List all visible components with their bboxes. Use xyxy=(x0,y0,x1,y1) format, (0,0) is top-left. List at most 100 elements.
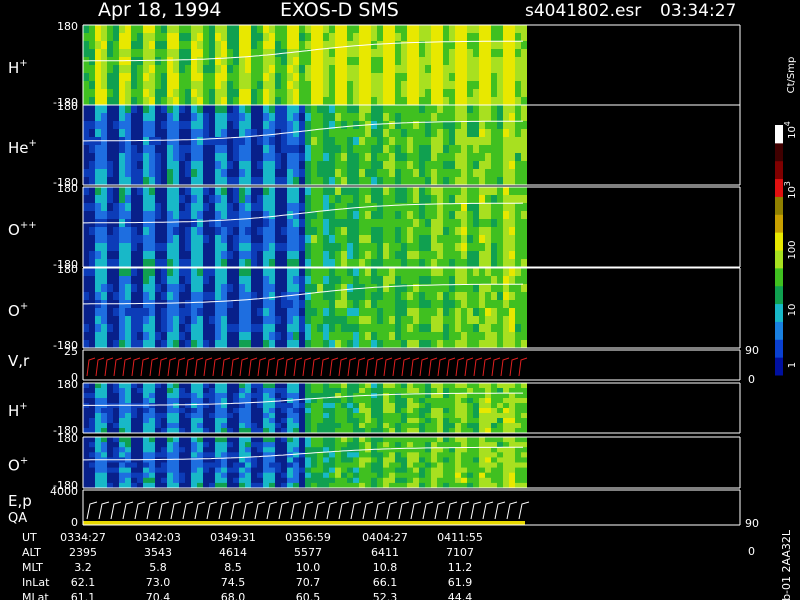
spectrogram-cell xyxy=(383,324,389,333)
spectrogram-cell xyxy=(263,398,269,404)
spectrogram-cell xyxy=(113,383,119,389)
spectrogram-cell xyxy=(119,452,125,458)
spectrogram-cell xyxy=(359,145,365,154)
spectrogram-cell xyxy=(149,219,155,228)
spectrogram-cell xyxy=(269,408,275,414)
spectrogram-cell xyxy=(407,482,413,489)
spectrogram-cell xyxy=(521,49,527,58)
spectrogram-cell xyxy=(383,65,389,74)
spectrogram-cell xyxy=(107,452,113,458)
spectrogram-cell xyxy=(275,211,281,220)
spectrogram-cell xyxy=(341,388,347,394)
spectrogram-cell xyxy=(185,235,191,244)
spectrogram-cell xyxy=(227,332,233,341)
spectrogram-cell xyxy=(329,41,335,50)
spectrogram-cell xyxy=(515,316,521,325)
spectrogram-cell xyxy=(425,161,431,170)
spectrogram-cell xyxy=(263,462,269,469)
spectrogram-cell xyxy=(167,308,173,317)
spectrogram-cell xyxy=(263,25,269,34)
spectrogram-cell xyxy=(449,398,455,404)
spectrogram-cell xyxy=(167,195,173,204)
spectrogram-cell xyxy=(299,235,305,244)
spectrogram-cell xyxy=(497,137,503,146)
spectrogram-cell xyxy=(131,25,137,34)
spectrogram-cell xyxy=(185,49,191,58)
spectrogram-cell xyxy=(425,457,431,463)
spectrogram-cell xyxy=(443,418,449,424)
spectrogram-cell xyxy=(113,316,119,325)
spectrogram-cell xyxy=(101,73,107,82)
spectrogram-cell xyxy=(353,268,359,277)
spectrogram-cell xyxy=(431,121,437,130)
spectrogram-cell xyxy=(239,383,245,389)
spectrogram-cell xyxy=(299,398,305,404)
spectrogram-cell xyxy=(239,452,245,458)
spectrogram-cell xyxy=(215,437,221,443)
spectrogram-cell xyxy=(455,472,461,479)
spectrogram-cell xyxy=(167,211,173,220)
spectrogram-cell xyxy=(311,428,317,434)
spectrogram-cell xyxy=(113,284,119,293)
spectrogram-cell xyxy=(515,324,521,333)
spectrogram-cell xyxy=(263,276,269,285)
spectrogram-cell xyxy=(161,137,167,146)
spectrogram-cell xyxy=(263,203,269,212)
spectrogram-cell xyxy=(401,332,407,341)
spectrogram-cell xyxy=(191,428,197,434)
ephemeris-value: 68.0 xyxy=(221,591,246,600)
spectrogram-cell xyxy=(509,121,515,130)
spectrogram-cell xyxy=(233,235,239,244)
spectrogram-cell xyxy=(419,89,425,98)
spectrogram-cell xyxy=(161,383,167,389)
spectrogram-cell xyxy=(95,161,101,170)
spectrogram-cell xyxy=(137,276,143,285)
spectrogram-cell xyxy=(317,442,323,448)
spectrogram-cell xyxy=(119,324,125,333)
spectrogram-cell xyxy=(401,403,407,409)
spectrogram-cell xyxy=(503,398,509,404)
spectrogram-cell xyxy=(119,437,125,443)
spectrogram-cell xyxy=(359,308,365,317)
spectrogram-cell xyxy=(299,25,305,34)
spectrogram-cell xyxy=(383,292,389,301)
spectrogram-cell xyxy=(323,169,329,178)
spectrogram-cell xyxy=(443,187,449,196)
spectrogram-cell xyxy=(209,41,215,50)
spectrogram-cell xyxy=(413,482,419,489)
spectrogram-cell xyxy=(161,477,167,484)
spectrogram-cell xyxy=(359,472,365,479)
spectrogram-cell xyxy=(377,324,383,333)
spectrogram-cell xyxy=(125,413,131,419)
spectrogram-cell xyxy=(209,81,215,90)
spectrogram-cell xyxy=(251,457,257,463)
spectrogram-cell xyxy=(95,423,101,429)
spectrogram-cell xyxy=(509,292,515,301)
spectrogram-cell xyxy=(203,462,209,469)
spectrogram-cell xyxy=(287,452,293,458)
spectrogram-cell xyxy=(185,340,191,349)
spectrogram-cell xyxy=(137,316,143,325)
spectrogram-cell xyxy=(479,169,485,178)
spectrogram-cell xyxy=(389,65,395,74)
spectrogram-cell xyxy=(269,423,275,429)
spectrogram-cell xyxy=(341,235,347,244)
spectrogram-cell xyxy=(125,340,131,349)
spectrogram-cell xyxy=(185,105,191,114)
spectrogram-cell xyxy=(113,462,119,469)
spectrogram-cell xyxy=(251,169,257,178)
spectrogram-cell xyxy=(179,33,185,42)
spectrogram-cell xyxy=(341,259,347,268)
spectrogram-cell xyxy=(467,195,473,204)
spectrogram-cell xyxy=(425,97,431,106)
spectrogram-cell xyxy=(497,33,503,42)
spectrogram-cell xyxy=(371,259,377,268)
spectrogram-cell xyxy=(425,462,431,469)
spectrogram-cell xyxy=(419,428,425,434)
ephemeris-value: 2395 xyxy=(69,546,97,559)
spectrogram-cell xyxy=(323,137,329,146)
spectrogram-cell xyxy=(197,235,203,244)
spectrogram-cell xyxy=(269,462,275,469)
spectrogram-cell xyxy=(353,161,359,170)
spectrogram-cell xyxy=(419,408,425,414)
